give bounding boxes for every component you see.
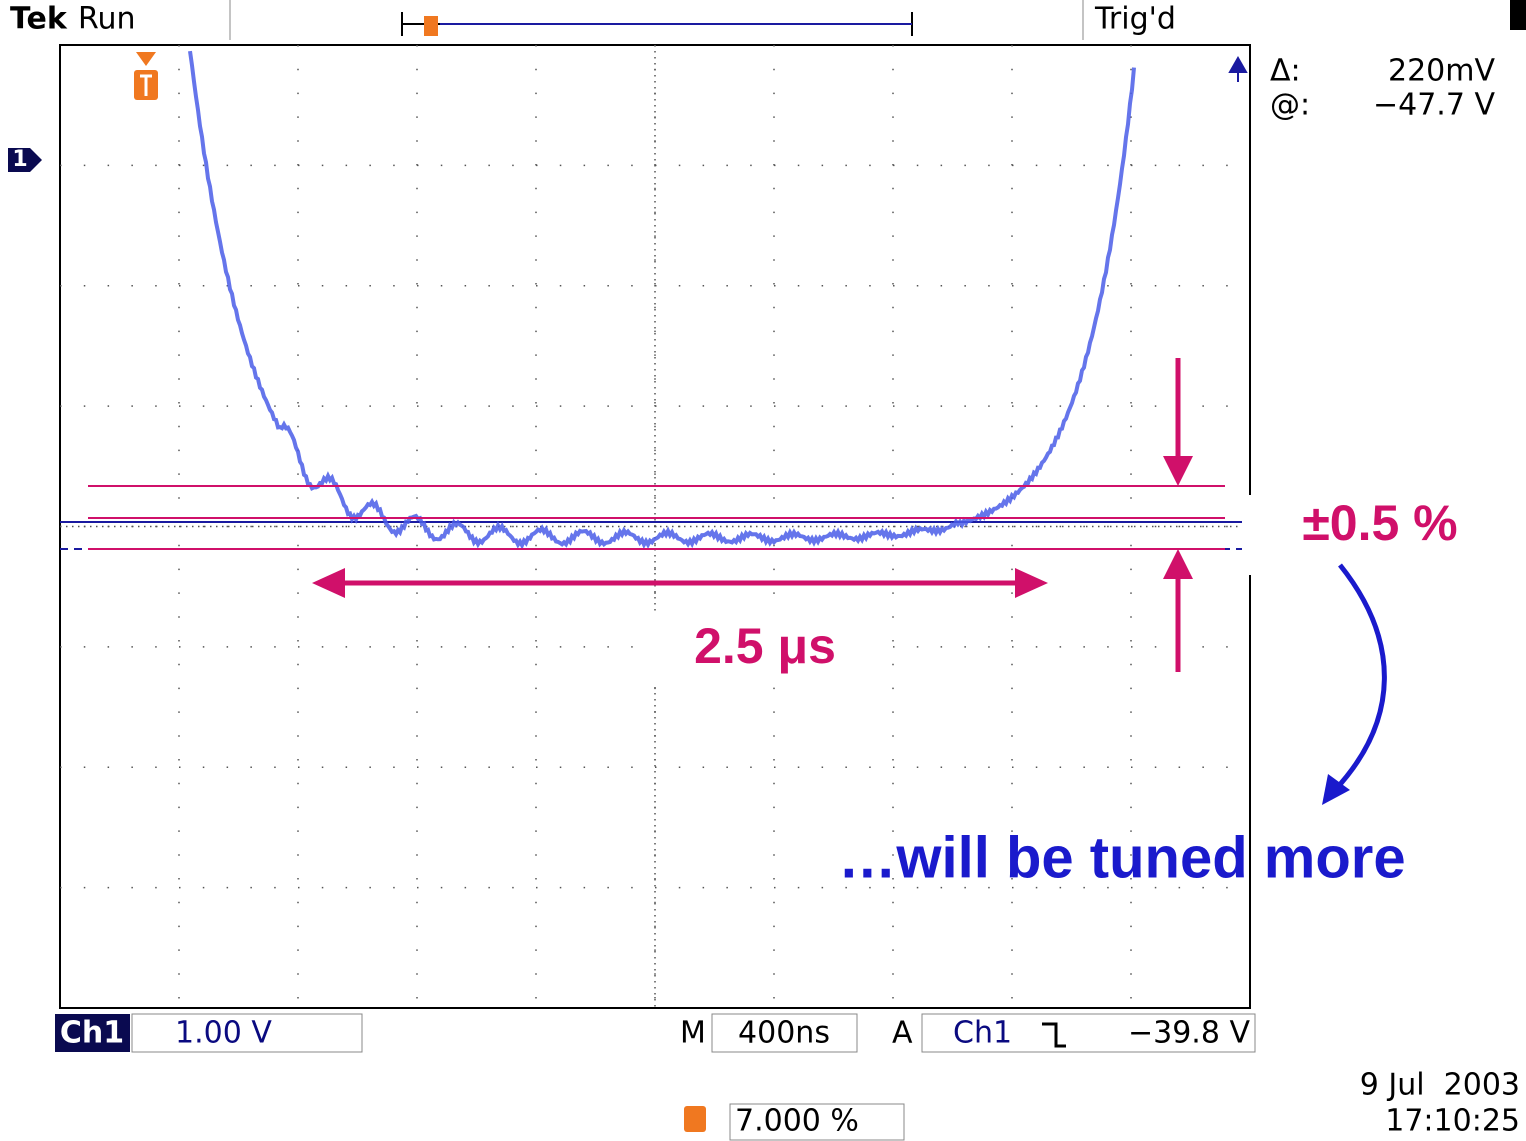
time-per-div: 400ns xyxy=(738,1016,830,1051)
time-prefix: M xyxy=(680,1016,706,1051)
footer-channel: Ch1 xyxy=(60,1016,124,1051)
trigger-state: Trig'd xyxy=(1094,2,1176,37)
note: …will be tuned more xyxy=(838,825,1405,890)
trigger-pos-icon xyxy=(424,16,438,36)
at-value: −47.7 V xyxy=(1373,88,1495,123)
time: 17:10:25 xyxy=(1385,1104,1520,1139)
date: 9 Jul 2003 xyxy=(1360,1068,1520,1103)
trigger-channel: Ch1 xyxy=(953,1016,1012,1051)
brand: Tek xyxy=(10,2,68,37)
tolerance-label: ±0.5 % xyxy=(1302,495,1457,551)
trigger-pos-icon xyxy=(684,1106,706,1132)
edge xyxy=(1510,0,1526,30)
volts-per-div: 1.00 V xyxy=(175,1016,272,1051)
delta-value: 220mV xyxy=(1388,54,1495,89)
channel-marker: 1 xyxy=(12,147,27,172)
run-status: Run xyxy=(78,2,136,37)
page: Tek Run Trig'd 1 Δ: 220mV @: −47.7 V ±0.… xyxy=(0,0,1526,1141)
delta-label: Δ: xyxy=(1270,54,1301,89)
trigger-level: −39.8 V xyxy=(1128,1016,1250,1051)
trigger-position: 7.000 % xyxy=(735,1104,859,1139)
trigger-prefix: A xyxy=(892,1016,913,1051)
scope-screen: Tek Run Trig'd 1 Δ: 220mV @: −47.7 V ±0.… xyxy=(0,0,1526,1141)
at-label: @: xyxy=(1270,88,1310,123)
duration-label: 2.5 μs xyxy=(694,618,836,674)
